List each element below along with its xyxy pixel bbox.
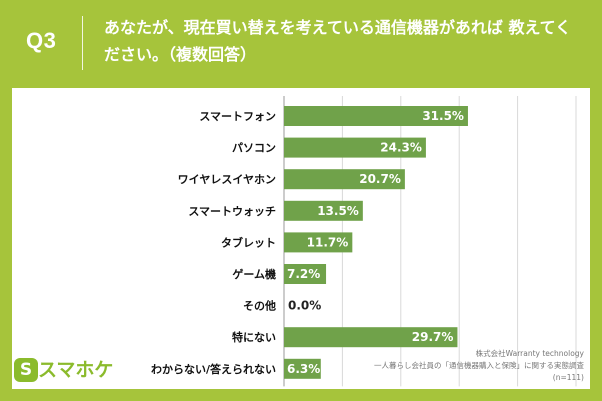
- logo-s-icon: S: [14, 358, 38, 382]
- value-label: 11.7%: [307, 235, 349, 249]
- header-divider: [82, 16, 83, 70]
- value-label: 0.0%: [288, 299, 321, 313]
- category-label: その他: [243, 299, 276, 313]
- category-label: タブレット: [221, 235, 276, 249]
- value-label: 6.3%: [287, 362, 320, 376]
- category-label: パソコン: [232, 142, 276, 155]
- value-label: 29.7%: [412, 330, 454, 344]
- bar: [284, 264, 327, 284]
- value-label: 13.5%: [317, 204, 359, 218]
- value-label: 24.3%: [380, 141, 422, 155]
- category-label: スマートウォッチ: [188, 205, 276, 218]
- bar: [284, 106, 468, 126]
- logo-text: スマホケ: [38, 359, 114, 381]
- header: Q3 あなたが、現在買い替えを考えている通信機器があれば 教えてください。（複数…: [0, 0, 602, 86]
- source-note: 株式会社Warranty technology 一人暮らし会社員の「通信機器購入…: [374, 348, 584, 384]
- question-number: Q3: [26, 28, 57, 53]
- category-label: わからない/答えられない: [151, 362, 276, 376]
- question-title: あなたが、現在買い替えを考えている通信機器があれば 教えてください。（複数回答）: [104, 18, 572, 64]
- bar: [284, 137, 426, 158]
- value-label: 31.5%: [422, 109, 464, 123]
- bar-chart: スマートフォン 31.5% パソコン 24.3% ワイヤレスイヤホン 20.7% スマートウ…: [151, 96, 577, 387]
- category-label: ワイヤレスイヤホン: [178, 173, 276, 186]
- source-sample-size: (n=111): [552, 373, 584, 382]
- bar: [284, 327, 458, 348]
- bar: [284, 232, 353, 253]
- value-label: 7.2%: [287, 267, 320, 281]
- chart-panel: スマートフォン 31.5% パソコン 24.3% ワイヤレスイヤホン 20.7% スマートウ…: [12, 88, 590, 389]
- source-survey: 一人暮らし会社員の「通信機器購入と保険」に関する実態調査: [374, 361, 584, 370]
- bar: [284, 200, 363, 221]
- value-label: 20.7%: [359, 172, 401, 186]
- bar: [284, 358, 321, 379]
- category-label: スマートフォン: [199, 110, 276, 123]
- bar: [284, 169, 405, 190]
- category-label: 特にない: [232, 330, 276, 344]
- source-company: 株式会社Warranty technology: [475, 349, 584, 358]
- category-label: ゲーム機: [232, 267, 276, 281]
